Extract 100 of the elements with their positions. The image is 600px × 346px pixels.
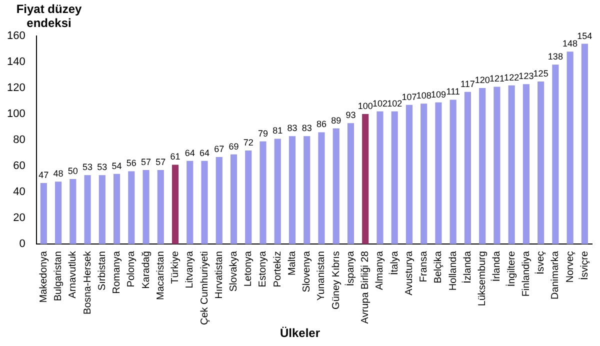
x-tick-label: Romanya (112, 250, 123, 294)
data-label: 86 (316, 119, 326, 130)
bar (435, 102, 442, 244)
data-label: 61 (170, 152, 180, 162)
data-label: 79 (258, 128, 268, 138)
data-label: 67 (214, 144, 224, 154)
data-label: 102 (372, 98, 388, 108)
bar (522, 84, 530, 244)
data-label: 93 (346, 110, 356, 120)
x-tick-label: İrlanda (490, 250, 503, 282)
bar (54, 182, 62, 244)
data-label: 64 (200, 148, 210, 158)
y-tick-label: 120 (6, 82, 26, 94)
bar (347, 123, 354, 244)
x-tick-label: Danimarka (550, 250, 562, 300)
x-tick-label: Litvanya (184, 250, 196, 288)
data-label: 154 (577, 30, 592, 41)
data-label: 54 (112, 160, 122, 171)
bar (538, 82, 544, 244)
x-tick-label: Sırbistan (96, 251, 108, 291)
bar (216, 156, 222, 244)
bar (552, 64, 559, 244)
data-label: 56 (126, 158, 136, 168)
data-label: 109 (430, 89, 446, 100)
y-axis-title: Fiyat düzey endeksi (15, 2, 83, 30)
bar (98, 175, 106, 244)
data-label: 53 (82, 162, 93, 172)
y-tick-label: 140 (6, 56, 26, 68)
data-label: 123 (518, 71, 534, 82)
data-label: 72 (243, 137, 254, 148)
data-label: 111 (446, 86, 460, 97)
data-label: 108 (416, 90, 432, 101)
bar (304, 136, 310, 244)
y-tick-label: 40 (13, 186, 26, 198)
x-tick-label: Belçika (433, 250, 444, 284)
data-label: 120 (474, 75, 490, 86)
bar (128, 171, 135, 244)
data-label: 57 (141, 156, 152, 167)
y-tick-label: 100 (6, 108, 26, 120)
x-tick-label: Güney Kıbrıs (330, 251, 342, 310)
bar (274, 138, 281, 244)
x-tick-label: Hollanda (448, 250, 459, 291)
y-tick-label: 80 (13, 134, 26, 146)
x-tick-label: Yunanistan (316, 251, 328, 301)
bar (391, 111, 398, 244)
bar (420, 104, 428, 244)
x-tick-label: Avrupa Birliği 28 (360, 250, 372, 324)
x-tick-label: Lüksemburg (477, 251, 488, 306)
x-tick-label: Slovakya (228, 250, 240, 292)
data-label: 47 (38, 170, 49, 180)
bar (376, 111, 384, 244)
bar (113, 174, 120, 244)
y-tick-label: 60 (13, 160, 26, 172)
y-tick-label: 0 (19, 238, 26, 250)
bar (406, 104, 413, 244)
y-tick-label: 160 (6, 30, 26, 42)
bar (318, 132, 325, 244)
x-tick-label: İspanya (344, 250, 356, 286)
bar (70, 179, 76, 244)
data-label: 125 (533, 68, 548, 79)
bar (186, 160, 194, 244)
bar (142, 170, 150, 244)
x-tick-label: Estonya (258, 250, 269, 288)
data-label: 53 (97, 162, 108, 172)
data-label: 148 (562, 38, 578, 49)
x-tick-label: Polonya (126, 250, 138, 288)
bar (362, 114, 369, 244)
data-label: 89 (331, 115, 342, 126)
bar (288, 136, 296, 244)
x-tick-label: İngiltere (505, 250, 518, 287)
bar (230, 154, 238, 244)
bar (172, 164, 179, 244)
data-label: 121 (489, 74, 504, 84)
data-label: 100 (358, 101, 373, 112)
data-label: 69 (228, 141, 239, 152)
data-label: 102 (387, 98, 402, 108)
data-label: 107 (402, 92, 417, 102)
data-label: 81 (272, 126, 283, 136)
x-tick-label: Macaristan (155, 251, 166, 300)
x-tick-label: Avusturya (404, 250, 415, 296)
bar (464, 92, 471, 244)
x-tick-label: Makedonya (38, 250, 50, 303)
bar (157, 170, 164, 244)
x-tick-label: Finlandiya (520, 250, 532, 297)
bar (40, 182, 47, 244)
bar (245, 150, 252, 244)
bar (201, 160, 208, 244)
data-label: 117 (460, 78, 475, 89)
bar (332, 128, 340, 244)
x-tick-label: İsviçre (578, 250, 590, 280)
bar (494, 86, 500, 244)
x-tick-label: Fransa (418, 250, 430, 282)
x-tick-label: Arnavutluk (68, 250, 79, 298)
bar (581, 44, 588, 244)
x-tick-label: Çek Cumhuriyeti (199, 251, 210, 326)
data-label: 83 (302, 123, 312, 134)
x-tick-label: Bosna-Hersek (82, 250, 94, 314)
bar (566, 52, 574, 244)
bar (450, 100, 456, 244)
x-tick-label: İsveç (534, 251, 547, 274)
